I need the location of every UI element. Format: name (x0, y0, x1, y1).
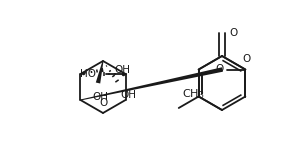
Polygon shape (96, 61, 104, 83)
Text: HO: HO (79, 69, 95, 79)
Text: O: O (229, 28, 237, 38)
Text: OH: OH (115, 65, 130, 75)
Text: O: O (215, 65, 223, 75)
Text: O: O (100, 98, 108, 108)
Text: CH$_3$: CH$_3$ (182, 87, 204, 101)
Text: O: O (242, 55, 251, 65)
Text: OH: OH (120, 90, 136, 100)
Text: OH: OH (92, 92, 108, 102)
Polygon shape (80, 67, 223, 101)
